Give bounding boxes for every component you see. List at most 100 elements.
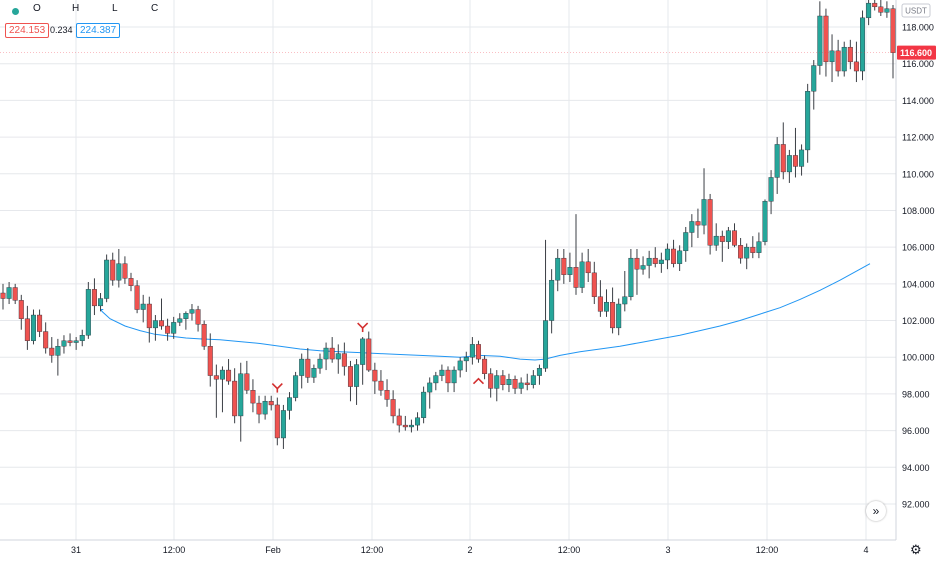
candle-body xyxy=(780,144,786,173)
candle-body xyxy=(152,320,158,329)
candle-body xyxy=(744,246,750,259)
ohlc-label-high: H xyxy=(72,3,80,14)
candle-body xyxy=(201,324,207,347)
candle xyxy=(317,353,323,374)
settings-gear-icon[interactable]: ⚙ xyxy=(910,542,922,557)
candle-body xyxy=(165,325,171,334)
indicator-value-red: 224.153 xyxy=(5,23,50,38)
candle xyxy=(85,282,91,339)
candle-body xyxy=(543,320,549,369)
candle-body xyxy=(384,390,390,400)
candle-body xyxy=(323,347,329,360)
candle-body xyxy=(829,50,835,63)
candle xyxy=(201,320,207,350)
candle-body xyxy=(49,347,55,356)
candle xyxy=(756,232,762,259)
candle-body xyxy=(561,257,567,275)
ohlc-label-open: O xyxy=(33,3,41,14)
x-tick-label: 31 xyxy=(71,545,81,555)
y-tick-label: 102.000 xyxy=(902,316,935,326)
candle xyxy=(457,357,463,378)
candle-body xyxy=(671,248,677,264)
candle-body xyxy=(238,373,244,417)
candle xyxy=(427,377,433,409)
candle-body xyxy=(823,15,829,63)
candle xyxy=(372,362,378,394)
candle-body xyxy=(317,358,323,369)
candle xyxy=(640,256,646,275)
candle-body xyxy=(860,17,866,72)
candle xyxy=(213,364,219,418)
candle xyxy=(555,248,561,292)
candle-body xyxy=(12,287,18,301)
candle-body xyxy=(140,303,146,310)
candle xyxy=(396,408,402,433)
candle xyxy=(677,245,683,272)
candle xyxy=(616,298,622,336)
candle-body xyxy=(335,353,341,360)
indicator-value-plain: 0.234 xyxy=(50,25,73,35)
candle-body xyxy=(378,380,384,391)
candle-body xyxy=(354,364,360,387)
candle-body xyxy=(146,303,152,329)
candle-body xyxy=(445,369,451,384)
candle xyxy=(79,329,85,347)
candle xyxy=(177,313,183,327)
candle xyxy=(805,83,811,163)
y-tick-label: 96.000 xyxy=(902,426,930,436)
scroll-to-realtime-button[interactable]: » xyxy=(866,501,886,521)
candle-body xyxy=(866,2,872,19)
candle-body xyxy=(293,375,299,398)
candle xyxy=(293,371,299,402)
candle-body xyxy=(73,340,79,343)
candle-body xyxy=(518,382,524,389)
candle xyxy=(299,353,305,389)
candle-body xyxy=(603,301,609,312)
candle xyxy=(573,214,579,295)
candle xyxy=(354,359,360,405)
candle xyxy=(98,293,104,312)
candle xyxy=(128,272,134,292)
candle-body xyxy=(305,358,311,378)
candle xyxy=(116,248,122,288)
sell-marker-icon xyxy=(357,322,369,330)
candle-body xyxy=(250,390,256,404)
candle-body xyxy=(329,347,335,360)
candle-body xyxy=(18,300,24,319)
candle-body xyxy=(232,380,238,417)
candle xyxy=(268,395,274,411)
candle xyxy=(49,337,55,363)
candle xyxy=(524,373,530,391)
candle-body xyxy=(451,369,457,384)
candle-body xyxy=(213,375,219,380)
candle-body xyxy=(122,263,128,279)
candle-body xyxy=(390,399,396,417)
candle xyxy=(439,364,445,382)
candle-body xyxy=(890,8,896,53)
candle xyxy=(603,289,609,317)
candle xyxy=(536,364,542,385)
candle xyxy=(30,309,36,345)
candle-body xyxy=(91,289,97,307)
candle xyxy=(567,252,573,283)
candle-body xyxy=(482,358,488,374)
candle-body xyxy=(287,397,293,411)
candle-body xyxy=(24,318,30,341)
candle xyxy=(561,248,567,284)
indicator-value-blue: 224.387 xyxy=(76,23,121,38)
candle-body xyxy=(189,309,195,314)
candle-body xyxy=(79,335,85,341)
sell-marker-icon xyxy=(271,383,283,390)
x-tick-label: 4 xyxy=(863,545,868,555)
candle-body xyxy=(597,296,603,312)
candle xyxy=(701,168,707,235)
candle xyxy=(421,386,427,424)
candle xyxy=(841,41,847,77)
candle xyxy=(390,390,396,424)
candle xyxy=(750,236,756,259)
candle xyxy=(792,127,798,178)
candle-body xyxy=(402,424,408,428)
candle-body xyxy=(530,375,536,385)
